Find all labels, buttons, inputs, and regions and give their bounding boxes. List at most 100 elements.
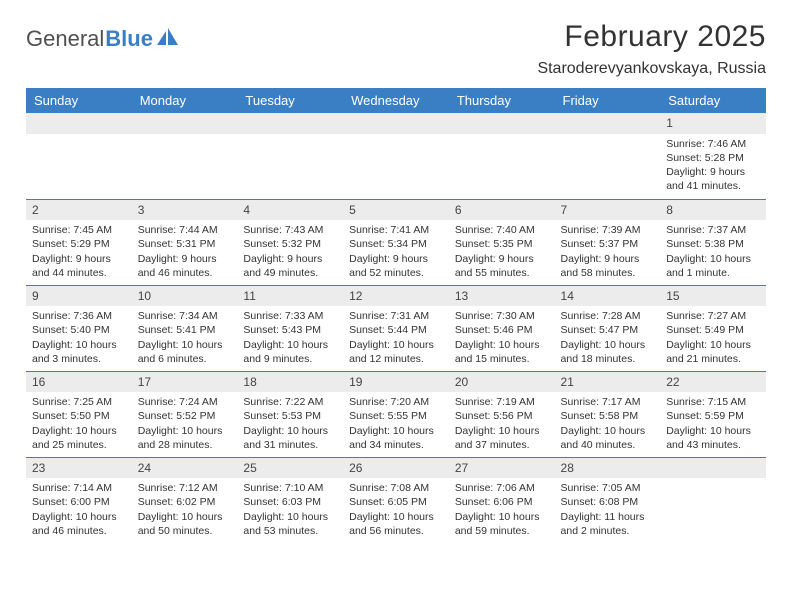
calendar-cell: [660, 457, 766, 543]
calendar-cell: 16Sunrise: 7:25 AMSunset: 5:50 PMDayligh…: [26, 371, 132, 457]
calendar-cell: [237, 113, 343, 199]
calendar-cell: 11Sunrise: 7:33 AMSunset: 5:43 PMDayligh…: [237, 285, 343, 371]
day-number: [26, 113, 132, 134]
weekday-header: Friday: [555, 88, 661, 113]
calendar-cell: 20Sunrise: 7:19 AMSunset: 5:56 PMDayligh…: [449, 371, 555, 457]
day-number: 16: [26, 372, 132, 393]
day-info: Sunrise: 7:12 AMSunset: 6:02 PMDaylight:…: [132, 478, 238, 542]
weekday-row: SundayMondayTuesdayWednesdayThursdayFrid…: [26, 88, 766, 113]
calendar-cell: [132, 113, 238, 199]
day-number: 26: [343, 458, 449, 479]
day-info: Sunrise: 7:20 AMSunset: 5:55 PMDaylight:…: [343, 392, 449, 456]
calendar-cell: 27Sunrise: 7:06 AMSunset: 6:06 PMDayligh…: [449, 457, 555, 543]
calendar-cell: 28Sunrise: 7:05 AMSunset: 6:08 PMDayligh…: [555, 457, 661, 543]
calendar-cell: 18Sunrise: 7:22 AMSunset: 5:53 PMDayligh…: [237, 371, 343, 457]
weekday-header: Thursday: [449, 88, 555, 113]
calendar-cell: 14Sunrise: 7:28 AMSunset: 5:47 PMDayligh…: [555, 285, 661, 371]
calendar-cell: 1Sunrise: 7:46 AMSunset: 5:28 PMDaylight…: [660, 113, 766, 199]
day-info: Sunrise: 7:06 AMSunset: 6:06 PMDaylight:…: [449, 478, 555, 542]
logo-sail-icon: [157, 26, 179, 52]
day-number: 27: [449, 458, 555, 479]
logo-text-1: General: [26, 26, 104, 52]
day-number: 8: [660, 200, 766, 221]
weekday-header: Saturday: [660, 88, 766, 113]
day-number: 7: [555, 200, 661, 221]
day-info: Sunrise: 7:19 AMSunset: 5:56 PMDaylight:…: [449, 392, 555, 456]
calendar-cell: 2Sunrise: 7:45 AMSunset: 5:29 PMDaylight…: [26, 199, 132, 285]
day-info: Sunrise: 7:28 AMSunset: 5:47 PMDaylight:…: [555, 306, 661, 370]
day-info: Sunrise: 7:44 AMSunset: 5:31 PMDaylight:…: [132, 220, 238, 284]
calendar-cell: 9Sunrise: 7:36 AMSunset: 5:40 PMDaylight…: [26, 285, 132, 371]
day-number: [237, 113, 343, 134]
day-number: 10: [132, 286, 238, 307]
day-number: 14: [555, 286, 661, 307]
day-number: 22: [660, 372, 766, 393]
day-number: 13: [449, 286, 555, 307]
day-number: 4: [237, 200, 343, 221]
calendar-row: 9Sunrise: 7:36 AMSunset: 5:40 PMDaylight…: [26, 285, 766, 371]
calendar-cell: 6Sunrise: 7:40 AMSunset: 5:35 PMDaylight…: [449, 199, 555, 285]
calendar-cell: 10Sunrise: 7:34 AMSunset: 5:41 PMDayligh…: [132, 285, 238, 371]
day-number: [449, 113, 555, 134]
day-info: Sunrise: 7:36 AMSunset: 5:40 PMDaylight:…: [26, 306, 132, 370]
calendar-cell: 22Sunrise: 7:15 AMSunset: 5:59 PMDayligh…: [660, 371, 766, 457]
calendar-row: 2Sunrise: 7:45 AMSunset: 5:29 PMDaylight…: [26, 199, 766, 285]
day-info: Sunrise: 7:27 AMSunset: 5:49 PMDaylight:…: [660, 306, 766, 370]
day-info: Sunrise: 7:10 AMSunset: 6:03 PMDaylight:…: [237, 478, 343, 542]
day-number: 5: [343, 200, 449, 221]
day-info: Sunrise: 7:40 AMSunset: 5:35 PMDaylight:…: [449, 220, 555, 284]
weekday-header: Sunday: [26, 88, 132, 113]
day-number: 11: [237, 286, 343, 307]
day-number: 19: [343, 372, 449, 393]
weekday-header: Wednesday: [343, 88, 449, 113]
day-info: Sunrise: 7:46 AMSunset: 5:28 PMDaylight:…: [660, 134, 766, 198]
calendar-cell: 21Sunrise: 7:17 AMSunset: 5:58 PMDayligh…: [555, 371, 661, 457]
calendar-cell: 13Sunrise: 7:30 AMSunset: 5:46 PMDayligh…: [449, 285, 555, 371]
day-info: Sunrise: 7:31 AMSunset: 5:44 PMDaylight:…: [343, 306, 449, 370]
calendar-cell: 8Sunrise: 7:37 AMSunset: 5:38 PMDaylight…: [660, 199, 766, 285]
calendar-cell: 23Sunrise: 7:14 AMSunset: 6:00 PMDayligh…: [26, 457, 132, 543]
calendar-row: 16Sunrise: 7:25 AMSunset: 5:50 PMDayligh…: [26, 371, 766, 457]
day-info: Sunrise: 7:24 AMSunset: 5:52 PMDaylight:…: [132, 392, 238, 456]
day-number: 2: [26, 200, 132, 221]
day-number: [132, 113, 238, 134]
day-number: 20: [449, 372, 555, 393]
day-number: 1: [660, 113, 766, 134]
day-number: [343, 113, 449, 134]
day-number: 6: [449, 200, 555, 221]
calendar-cell: [343, 113, 449, 199]
day-number: 9: [26, 286, 132, 307]
day-info: Sunrise: 7:37 AMSunset: 5:38 PMDaylight:…: [660, 220, 766, 284]
day-number: 15: [660, 286, 766, 307]
calendar-cell: [449, 113, 555, 199]
calendar-cell: [26, 113, 132, 199]
calendar-cell: 26Sunrise: 7:08 AMSunset: 6:05 PMDayligh…: [343, 457, 449, 543]
day-number: 17: [132, 372, 238, 393]
calendar-cell: 17Sunrise: 7:24 AMSunset: 5:52 PMDayligh…: [132, 371, 238, 457]
day-info: Sunrise: 7:08 AMSunset: 6:05 PMDaylight:…: [343, 478, 449, 542]
calendar-cell: [555, 113, 661, 199]
calendar-cell: 7Sunrise: 7:39 AMSunset: 5:37 PMDaylight…: [555, 199, 661, 285]
calendar-cell: 3Sunrise: 7:44 AMSunset: 5:31 PMDaylight…: [132, 199, 238, 285]
weekday-header: Tuesday: [237, 88, 343, 113]
day-info: Sunrise: 7:41 AMSunset: 5:34 PMDaylight:…: [343, 220, 449, 284]
calendar-cell: 15Sunrise: 7:27 AMSunset: 5:49 PMDayligh…: [660, 285, 766, 371]
location-label: Staroderevyankovskaya, Russia: [537, 60, 766, 78]
day-info: Sunrise: 7:43 AMSunset: 5:32 PMDaylight:…: [237, 220, 343, 284]
weekday-header: Monday: [132, 88, 238, 113]
title-block: February 2025 Staroderevyankovskaya, Rus…: [537, 20, 766, 78]
day-number: 18: [237, 372, 343, 393]
calendar-cell: 5Sunrise: 7:41 AMSunset: 5:34 PMDaylight…: [343, 199, 449, 285]
day-number: 25: [237, 458, 343, 479]
calendar-body: 1Sunrise: 7:46 AMSunset: 5:28 PMDaylight…: [26, 113, 766, 543]
day-number: 23: [26, 458, 132, 479]
day-info: Sunrise: 7:39 AMSunset: 5:37 PMDaylight:…: [555, 220, 661, 284]
calendar-cell: 19Sunrise: 7:20 AMSunset: 5:55 PMDayligh…: [343, 371, 449, 457]
day-number: 21: [555, 372, 661, 393]
calendar-table: SundayMondayTuesdayWednesdayThursdayFrid…: [26, 88, 766, 543]
day-number: 12: [343, 286, 449, 307]
calendar-head: SundayMondayTuesdayWednesdayThursdayFrid…: [26, 88, 766, 113]
page-header: GeneralBlue February 2025 Staroderevyank…: [26, 20, 766, 78]
day-info: Sunrise: 7:05 AMSunset: 6:08 PMDaylight:…: [555, 478, 661, 542]
day-number: 28: [555, 458, 661, 479]
